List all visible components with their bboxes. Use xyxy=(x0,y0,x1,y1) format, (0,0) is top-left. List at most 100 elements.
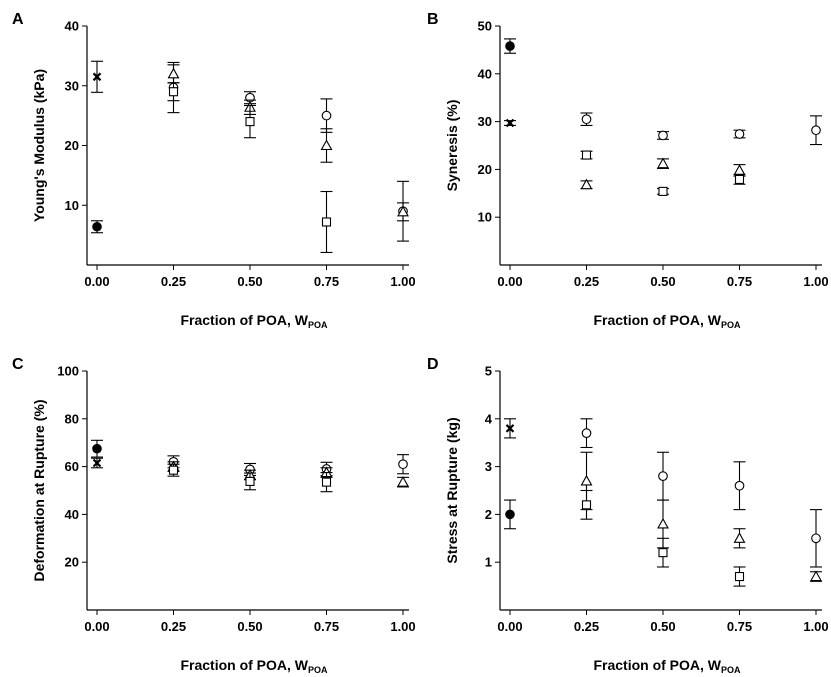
cross-stroke xyxy=(505,118,515,128)
x-tick-label: 0.00 xyxy=(497,274,522,289)
data-point-cross xyxy=(505,118,515,128)
data-point-open-square xyxy=(658,186,668,196)
data-point-open-square xyxy=(168,87,179,97)
data-point-open-circle xyxy=(658,130,668,141)
panel-letter: A xyxy=(12,11,24,28)
y-tick-label: 20 xyxy=(478,162,492,177)
x-tick-label: 0.25 xyxy=(574,619,599,634)
data-point-open-square xyxy=(734,571,745,582)
y-tick-label: 10 xyxy=(478,210,492,225)
x-axis-title: Fraction of POA, WPOA xyxy=(593,657,741,675)
data-point-filled-circle xyxy=(92,221,102,232)
y-tick-label: 2 xyxy=(485,507,492,522)
panel-c: C 20 40 60 80 100 0.00 0.25 0.50 0.75 1.00 Fraction… xyxy=(12,356,416,675)
cross-stroke xyxy=(92,72,102,82)
data-point-open-square xyxy=(734,174,745,184)
x-tick-label: 0.50 xyxy=(650,274,675,289)
data-point-open-triangle xyxy=(580,474,593,486)
data-point-open-circle xyxy=(734,480,745,491)
data-point-open-circle xyxy=(398,459,408,470)
data-point-open-triangle xyxy=(167,67,180,79)
x-tick-label: 0.50 xyxy=(237,274,262,289)
data-point-open-circle xyxy=(658,471,668,482)
x-tick-label: 0.25 xyxy=(161,619,186,634)
data-point-filled-circle xyxy=(92,443,102,454)
y-tick-label: 40 xyxy=(65,507,79,522)
y-axis-title: Stress at Rupture (kg) xyxy=(444,417,460,563)
data-point-open-square xyxy=(168,465,179,475)
data-point-open-triangle xyxy=(733,164,746,175)
panel-letter: D xyxy=(427,356,439,373)
data-point-open-triangle xyxy=(580,178,593,190)
x-tick-label: 0.75 xyxy=(314,274,339,289)
x-tick-label: 0.75 xyxy=(727,619,752,634)
data-point-open-circle xyxy=(811,533,821,544)
data-point-open-square xyxy=(321,217,332,227)
x-tick-label: 0.25 xyxy=(161,274,186,289)
data-point-open-square xyxy=(245,117,255,127)
x-axis-title: Fraction of POA, WPOA xyxy=(180,312,328,330)
x-tick-label: 0.50 xyxy=(650,619,675,634)
panel-letter: C xyxy=(12,356,24,373)
data-point-open-triangle xyxy=(733,532,746,543)
y-tick-label: 4 xyxy=(485,411,493,426)
x-tick-label: 0.00 xyxy=(84,274,109,289)
data-point-open-triangle xyxy=(657,157,669,169)
cross-stroke xyxy=(505,424,515,433)
data-point-cross xyxy=(505,424,515,433)
data-point-open-triangle xyxy=(397,205,409,217)
y-tick-label: 20 xyxy=(65,138,79,153)
data-point-open-circle xyxy=(734,129,745,139)
data-point-open-circle xyxy=(321,110,332,121)
x-tick-label: 0.75 xyxy=(727,274,752,289)
data-point-open-square xyxy=(581,150,592,160)
x-tick-label: 1.00 xyxy=(390,619,415,634)
y-tick-label: 20 xyxy=(65,555,79,570)
x-tick-label: 0.75 xyxy=(314,619,339,634)
panel-a: A 10 20 30 40 0.00 0.25 0.50 0.75 1.00 Fraction of… xyxy=(12,11,416,330)
panel-letter: B xyxy=(427,11,439,28)
data-point-open-triangle xyxy=(657,517,669,529)
x-tick-label: 0.00 xyxy=(84,619,109,634)
data-point-open-square xyxy=(581,500,592,510)
x-axis-title: Fraction of POA, WPOA xyxy=(593,312,741,330)
data-point-open-triangle xyxy=(320,139,333,151)
data-point-open-circle xyxy=(811,125,821,136)
y-tick-label: 60 xyxy=(65,459,79,474)
y-tick-label: 10 xyxy=(65,198,79,213)
x-tick-label: 1.00 xyxy=(390,274,415,289)
y-tick-label: 40 xyxy=(65,19,79,34)
x-axis-title: Fraction of POA, WPOA xyxy=(180,657,328,675)
y-tick-label: 40 xyxy=(478,66,492,81)
data-point-open-square xyxy=(658,548,668,558)
y-tick-label: 5 xyxy=(485,364,492,379)
data-point-open-triangle xyxy=(810,570,822,582)
y-tick-label: 30 xyxy=(65,78,79,93)
y-tick-label: 50 xyxy=(478,19,492,34)
y-tick-label: 30 xyxy=(478,114,492,129)
data-point-cross xyxy=(92,72,102,82)
y-axis-title: Deformation at Rupture (%) xyxy=(31,400,47,582)
data-point-open-triangle xyxy=(397,476,409,487)
data-point-filled-circle xyxy=(505,509,515,520)
x-tick-label: 1.00 xyxy=(803,274,828,289)
x-tick-label: 0.50 xyxy=(237,619,262,634)
x-tick-label: 1.00 xyxy=(803,619,828,634)
data-point-open-circle xyxy=(581,114,592,125)
y-tick-label: 3 xyxy=(485,459,492,474)
y-axis-title: Syneresis (%) xyxy=(444,100,460,192)
data-point-open-square xyxy=(321,477,332,487)
panel-b: B 10 20 30 40 50 0.00 0.25 0.50 0.75 1.00 Fraction … xyxy=(427,11,829,330)
cross-stroke xyxy=(92,458,102,468)
data-point-open-square xyxy=(245,476,255,486)
data-point-open-circle xyxy=(581,428,592,438)
y-axis-title: Young's Modulus (kPa) xyxy=(31,69,47,222)
y-tick-label: 1 xyxy=(485,555,492,570)
x-tick-label: 0.25 xyxy=(574,274,599,289)
panel-d: D 1 2 3 4 5 0.00 0.25 0.50 0.75 1.00 Fraction of PO… xyxy=(427,356,829,675)
y-tick-label: 100 xyxy=(57,364,79,379)
y-tick-label: 80 xyxy=(65,411,79,426)
data-point-cross xyxy=(92,458,102,468)
x-tick-label: 0.00 xyxy=(497,619,522,634)
